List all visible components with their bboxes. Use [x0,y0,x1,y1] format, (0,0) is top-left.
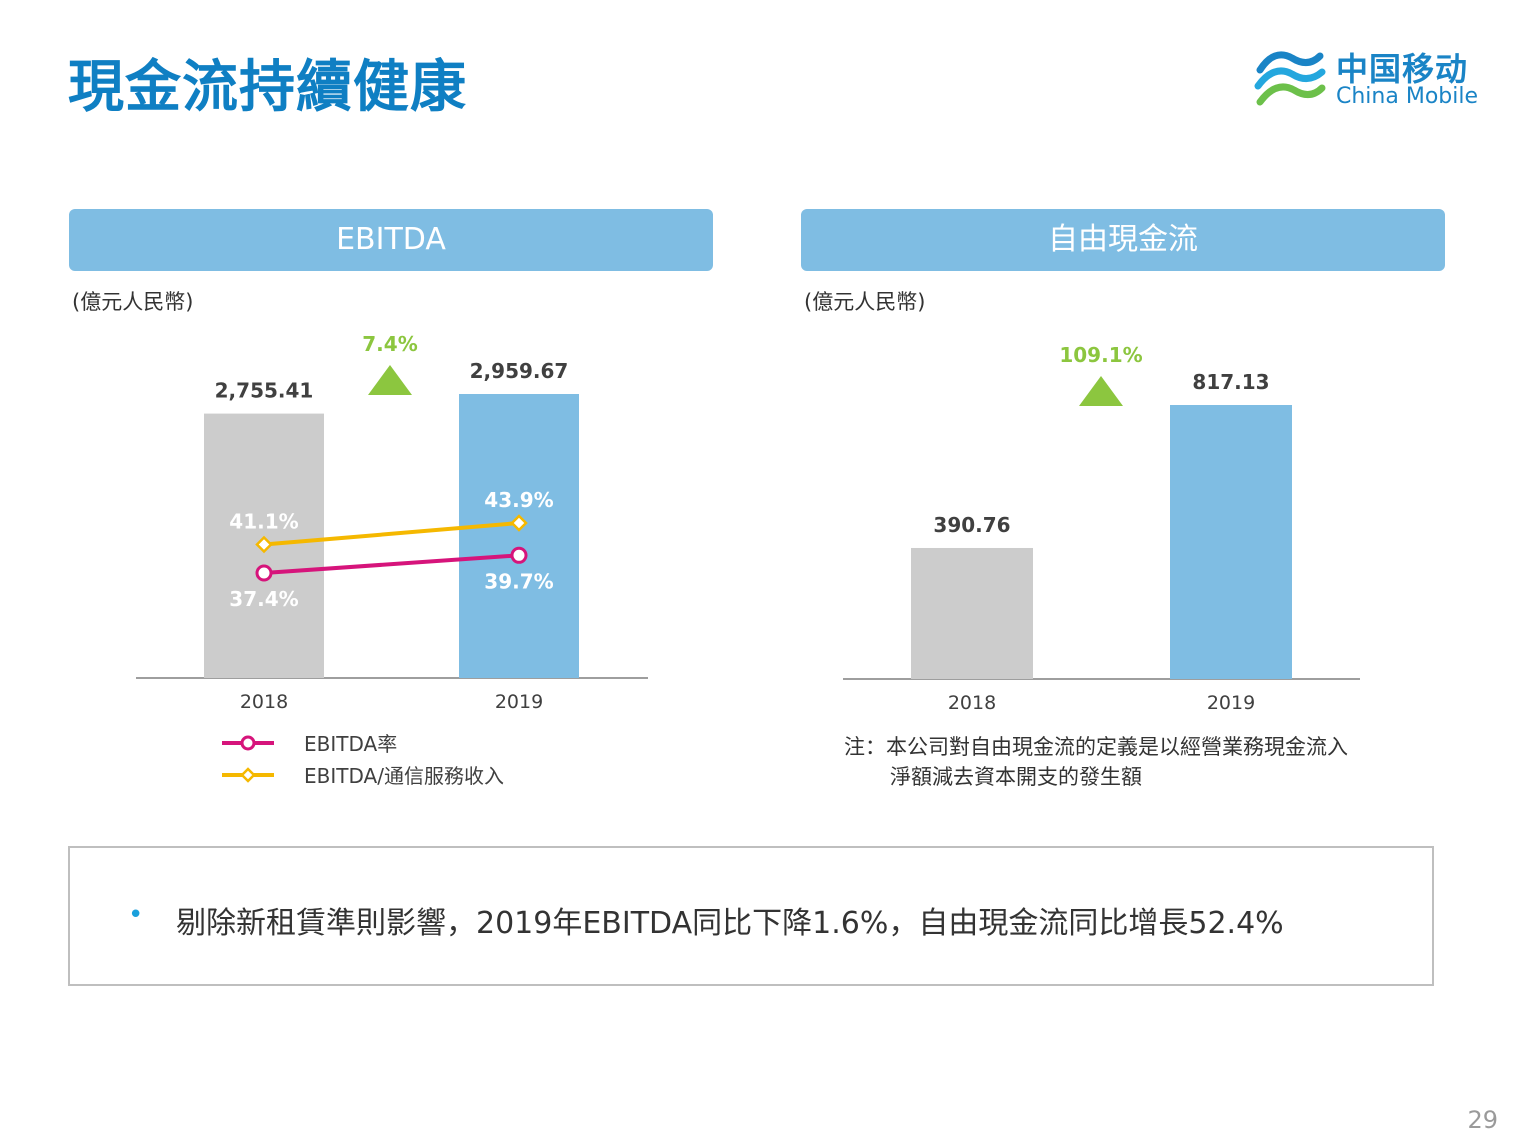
ebitda-unit-label: (億元人民幣) [72,290,194,314]
ebitda-line-point-ebitda-margin-2019 [510,546,528,564]
ebitda-growth-up-arrow-icon [368,365,412,395]
fcf-growth-label: 109.1% [1059,343,1142,367]
china-mobile-logo-icon [1254,51,1326,106]
ebitda-legend: EBITDA率 EBITDA/通信服務收入 [220,728,640,792]
china-mobile-logo: 中国移动 China Mobile [1252,40,1492,116]
fcf-value-label-2018: 390.76 [933,513,1010,537]
legend-diamond-marker-icon [222,767,274,783]
page-title: 現金流持續健康 [68,55,467,120]
summary-box: • 剔除新租賃準則影響，2019年EBITDA同比下降1.6%，自由現金流同比增… [68,846,1434,986]
fcf-bar-2019 [1170,405,1292,679]
logo-english-text: China Mobile [1336,84,1479,109]
ebitda-x-tick-2018: 2018 [240,691,288,713]
fcf-x-tick-2019: 2019 [1207,692,1255,714]
note-line-2: 淨額減去資本開支的發生額 [890,765,1142,789]
ebitda-value-label-2019: 2,959.67 [470,359,569,383]
fcf-unit-label: (億元人民幣) [804,290,926,314]
ebitda-growth-label: 7.4% [362,332,417,356]
fcf-bar-2018 [911,547,1033,679]
ebitda-line-point-ebitda-service-revenue-2019 [510,514,528,532]
legend-label-ebitda-service-revenue: EBITDA/通信服務收入 [304,764,504,788]
note-line-1: 注：本公司對自由現金流的定義是以經營業務現金流入 [844,735,1348,759]
fcf-definition-note: 注：本公司對自由現金流的定義是以經營業務現金流入 淨額減去資本開支的發生額 [844,732,1424,792]
ebitda-x-tick-2019: 2019 [495,691,543,713]
fcf-panel-header: 自由現金流 [801,209,1445,271]
ebitda-bar-2019 [459,394,579,678]
page-number: 29 [1467,1106,1498,1134]
ebitda-line-point-ebitda-service-revenue-2018 [255,535,273,554]
ebitda-line-point-ebitda-service-revenue-2018-label: 41.1% [229,510,298,534]
fcf-growth-up-arrow-icon [1079,376,1123,406]
logo-chinese-text: 中国移动 [1336,50,1469,88]
ebitda-line-point-ebitda-margin-2018-label: 37.4% [229,587,298,611]
summary-text: 剔除新租賃準則影響，2019年EBITDA同比下降1.6%，自由現金流同比增長5… [176,906,1284,941]
ebitda-line-point-ebitda-service-revenue-2019-label: 43.9% [484,488,553,512]
ebitda-line-ebitda-margin [263,553,520,575]
fcf-value-label-2019: 817.13 [1192,370,1269,394]
legend-label-ebitda-margin: EBITDA率 [304,732,398,756]
ebitda-line-point-ebitda-margin-2018 [255,564,273,582]
legend-circle-marker-icon [222,735,274,751]
ebitda-line-point-ebitda-margin-2019-label: 39.7% [484,569,553,593]
bullet-icon: • [128,900,144,930]
ebitda-line-ebitda-service-revenue [263,521,520,547]
ebitda-panel-header: EBITDA [69,209,713,271]
fcf-x-tick-2018: 2018 [948,692,996,714]
ebitda-value-label-2018: 2,755.41 [215,379,314,403]
